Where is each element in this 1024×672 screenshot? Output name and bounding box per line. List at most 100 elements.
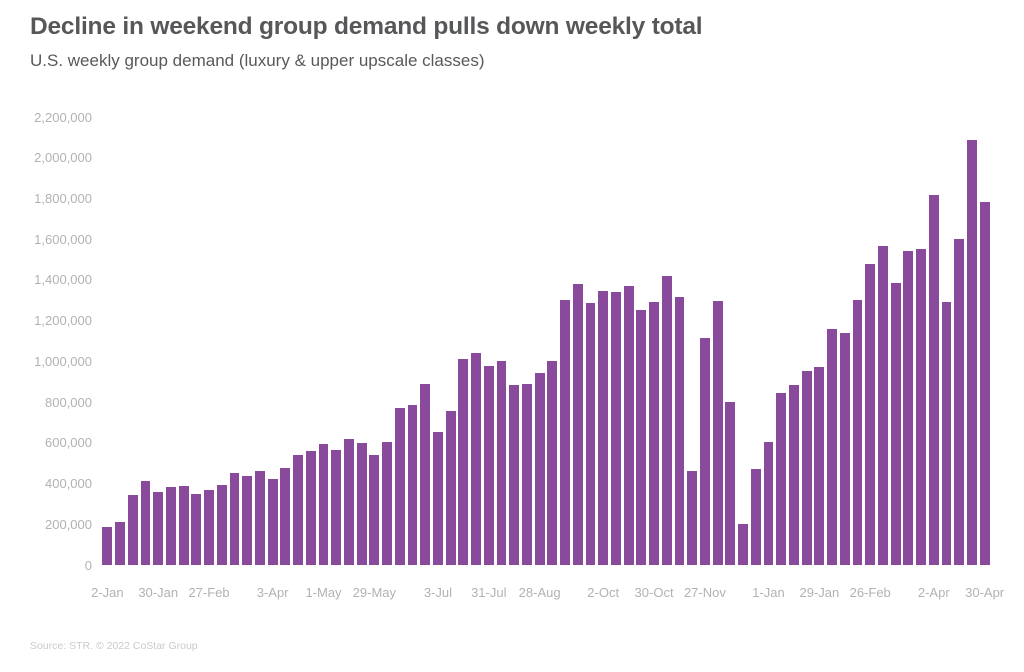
y-axis-label: 1,800,000	[34, 190, 92, 206]
x-axis-label: 1-May	[305, 585, 342, 600]
bar	[738, 524, 748, 565]
bar	[928, 195, 939, 565]
bar	[331, 449, 342, 565]
x-axis-label: 2-Oct	[587, 585, 620, 600]
bar	[254, 471, 265, 565]
y-axis-label: 400,000	[45, 476, 92, 492]
y-axis-label: 1,200,000	[34, 313, 92, 329]
x-axis-label: 28-Aug	[518, 585, 561, 600]
chart-subtitle: U.S. weekly group demand (luxury & upper…	[30, 51, 485, 70]
bar	[649, 302, 659, 565]
bar	[242, 476, 253, 565]
bar	[305, 450, 316, 565]
bar	[458, 359, 469, 565]
bar	[916, 249, 926, 565]
bar	[865, 263, 876, 565]
bar	[814, 367, 825, 565]
bar	[585, 303, 596, 565]
bar	[750, 469, 761, 565]
bar	[293, 455, 303, 565]
chart-title: Decline in weekend group demand pulls do…	[30, 13, 703, 40]
bar	[877, 246, 888, 565]
bar	[280, 468, 291, 565]
bar	[229, 473, 240, 565]
x-axis-label: 30-Jan	[138, 585, 179, 600]
y-axis-label: 200,000	[45, 516, 92, 532]
bar	[471, 353, 481, 565]
bar	[687, 471, 698, 565]
bar	[852, 300, 863, 565]
bar	[725, 402, 736, 565]
bar	[776, 392, 787, 565]
source-note: Source: STR. © 2022 CoStar Group	[30, 640, 198, 652]
bar	[356, 442, 367, 565]
bar	[572, 283, 583, 565]
x-axis-label: 27-Feb	[188, 585, 230, 600]
bar	[534, 372, 545, 565]
bar	[445, 411, 456, 565]
y-axis-label: 800,000	[45, 394, 92, 410]
y-axis-label: 2,000,000	[34, 150, 92, 166]
bar	[140, 480, 151, 565]
bar	[153, 491, 164, 565]
bar	[903, 251, 914, 565]
bar	[432, 431, 443, 565]
x-axis-label: 29-Jan	[799, 585, 840, 600]
x-axis-label: 29-May	[352, 585, 397, 600]
x-axis-label: 27-Nov	[683, 585, 726, 600]
bar	[394, 408, 405, 565]
bar	[267, 479, 278, 565]
bar-plot-area	[101, 117, 991, 565]
x-axis-label: 26-Feb	[849, 585, 891, 600]
y-axis-label: 1,600,000	[34, 231, 92, 247]
bar	[178, 485, 189, 565]
bar	[496, 361, 507, 565]
bar	[547, 361, 558, 565]
bar	[369, 455, 380, 565]
bar	[216, 484, 227, 565]
bar	[127, 494, 138, 565]
bar	[661, 275, 672, 565]
bar	[636, 310, 647, 565]
x-axis-label: 2-Apr	[917, 585, 950, 600]
y-axis-label: 1,400,000	[34, 272, 92, 288]
bar	[941, 302, 952, 565]
bar	[115, 522, 125, 565]
bar	[674, 297, 685, 565]
bar	[763, 441, 774, 565]
bar	[890, 282, 901, 565]
y-axis-label: 0	[84, 557, 92, 573]
bar	[521, 383, 532, 565]
bar	[560, 300, 570, 565]
bar	[102, 527, 113, 565]
bar	[712, 301, 723, 565]
bar	[699, 337, 710, 565]
bar	[483, 366, 494, 565]
bar	[407, 405, 418, 565]
bar	[382, 441, 392, 565]
bar	[966, 140, 977, 565]
bar	[839, 332, 850, 565]
bar	[204, 489, 214, 565]
x-axis-label: 3-Apr	[256, 585, 289, 600]
x-axis-label: 31-Jul	[471, 585, 507, 600]
bar	[623, 286, 634, 565]
bar	[509, 384, 520, 565]
x-axis-label: 1-Jan	[752, 585, 785, 600]
y-axis-label: 1,000,000	[34, 353, 92, 369]
bar	[420, 383, 431, 565]
x-axis-label: 30-Apr	[965, 585, 1005, 600]
bar	[801, 370, 812, 565]
bar	[954, 239, 965, 565]
bar	[343, 438, 354, 565]
bar	[598, 291, 609, 565]
bar	[788, 384, 799, 565]
bar	[318, 443, 329, 565]
bar	[610, 292, 621, 565]
y-axis-label: 600,000	[45, 435, 92, 451]
x-axis-label: 2-Jan	[91, 585, 124, 600]
bar	[827, 328, 837, 565]
y-axis-label: 2,200,000	[34, 109, 92, 125]
